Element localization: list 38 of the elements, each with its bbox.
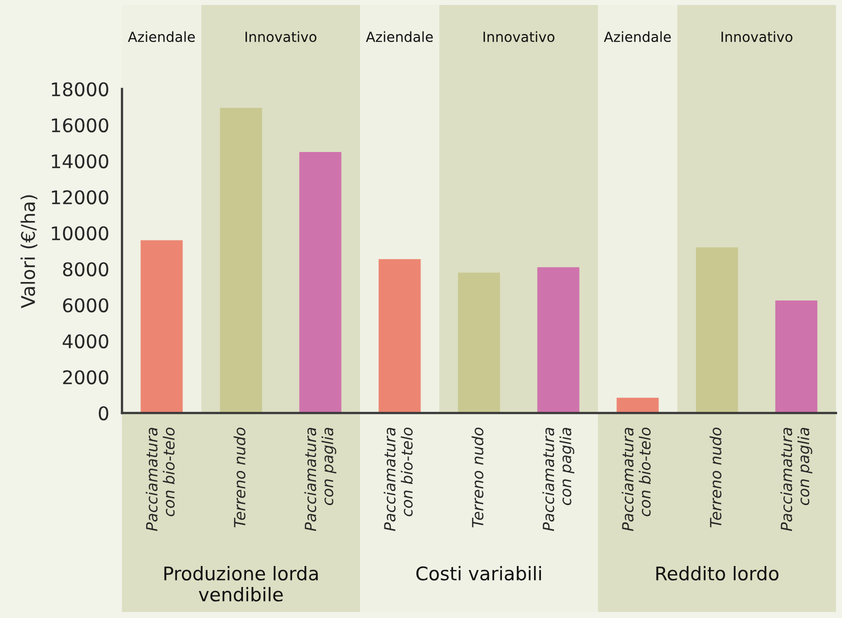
bar bbox=[775, 300, 818, 413]
x-tick-label: Pacciamatura con bio-telo bbox=[384, 428, 413, 532]
y-tick-label: 16000 bbox=[52, 118, 108, 132]
text: Produzione lorda vendibile bbox=[164, 566, 318, 602]
y-tick-label: 18000 bbox=[52, 82, 108, 96]
x-tick-label: Pacciamatura con paglia bbox=[780, 428, 812, 532]
bar bbox=[616, 398, 659, 413]
y-tick-label: 8000 bbox=[63, 262, 108, 276]
bar bbox=[696, 247, 738, 413]
x-tick-label: Pacciamatura con bio-telo bbox=[622, 428, 651, 532]
bar bbox=[458, 272, 500, 413]
text: Reddito lordo bbox=[656, 566, 778, 581]
y-tick-label: 14000 bbox=[52, 154, 108, 168]
x-tick-label: Pacciamatura con paglia bbox=[542, 428, 574, 532]
x-tick-label: Pacciamatura con paglia bbox=[304, 428, 336, 532]
y-tick-label: 10000 bbox=[52, 226, 108, 240]
bar bbox=[140, 240, 183, 413]
x-tick-label: Terreno nudo bbox=[472, 428, 484, 528]
x-tick-label: Terreno nudo bbox=[710, 428, 722, 528]
y-axis-title: Valori (€/ha) bbox=[20, 195, 38, 308]
bar bbox=[299, 152, 342, 413]
y-tick-label: 0 bbox=[98, 406, 108, 420]
y-tick-label: 6000 bbox=[63, 298, 108, 312]
y-tick-label: 12000 bbox=[52, 190, 108, 204]
bar bbox=[537, 267, 580, 413]
text: Aziendale bbox=[366, 31, 433, 42]
y-tick-label: 2000 bbox=[63, 370, 108, 384]
x-tick-label: Pacciamatura con bio-telo bbox=[146, 428, 175, 532]
text: Innovativo bbox=[484, 31, 554, 42]
bar bbox=[220, 108, 262, 413]
y-tick-label: 4000 bbox=[62, 334, 108, 348]
bar bbox=[378, 259, 421, 413]
text: Aziendale bbox=[128, 31, 195, 42]
text: Aziendale bbox=[604, 31, 671, 42]
x-tick-label: Terreno nudo bbox=[234, 428, 246, 528]
text: Costi variabili bbox=[416, 566, 541, 581]
text: Innovativo bbox=[722, 31, 792, 42]
text: Innovativo bbox=[246, 31, 316, 42]
